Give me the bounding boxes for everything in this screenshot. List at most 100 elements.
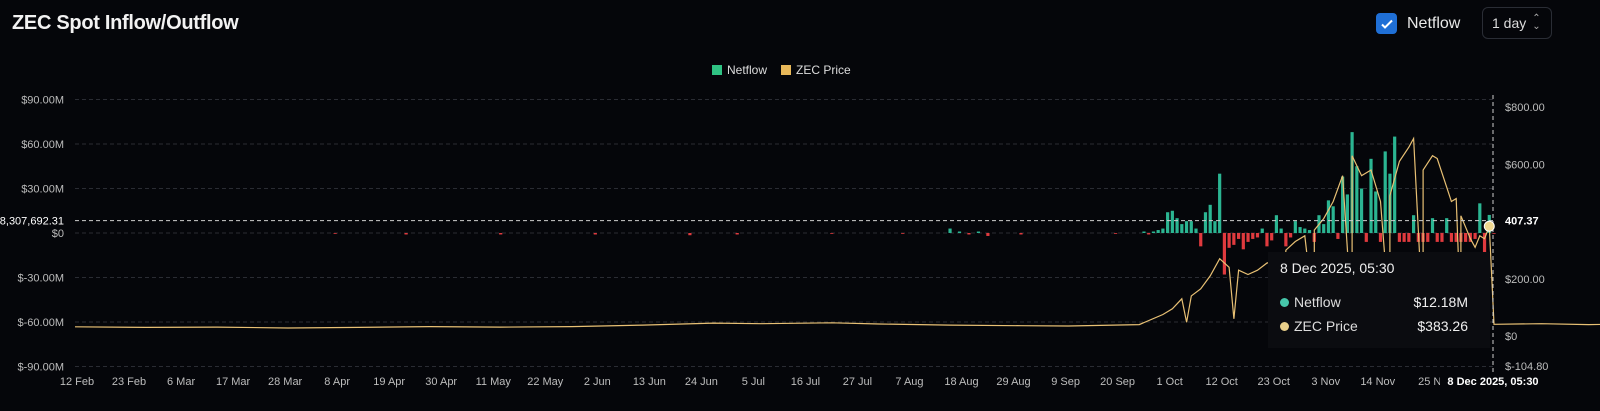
crosshair-right-label-bg bbox=[1498, 212, 1558, 229]
netflow-bar bbox=[1407, 233, 1411, 242]
x-axis-tick: 2 Jun bbox=[584, 376, 611, 388]
netflow-bar bbox=[1464, 233, 1468, 242]
netflow-bar bbox=[1341, 176, 1345, 233]
netflow-bar bbox=[1454, 233, 1458, 242]
x-axis-tick: 6 Mar bbox=[167, 376, 195, 388]
netflow-bar bbox=[1161, 228, 1165, 233]
tooltip-value: $383.26 bbox=[1417, 318, 1468, 334]
netflow-dot-icon bbox=[1280, 298, 1289, 307]
legend-swatch bbox=[781, 65, 792, 75]
netflow-bar bbox=[333, 233, 337, 234]
netflow-bar bbox=[1194, 228, 1198, 233]
netflow-bar bbox=[1473, 233, 1477, 239]
netflow-bar bbox=[1270, 233, 1274, 241]
netflow-bar bbox=[1355, 166, 1359, 233]
left-axis-tick: $-60.00M bbox=[18, 317, 64, 329]
interval-value: 1 day bbox=[1492, 15, 1527, 31]
netflow-bar bbox=[1445, 218, 1449, 233]
netflow-bar bbox=[1374, 191, 1378, 233]
netflow-bar bbox=[1208, 204, 1212, 233]
netflow-bar bbox=[1222, 233, 1226, 275]
left-axis-tick: $60.00M bbox=[21, 139, 64, 151]
netflow-bar bbox=[1284, 233, 1288, 247]
right-axis-tick: $800.00 bbox=[1505, 102, 1545, 114]
x-axis-tick: 23 Feb bbox=[112, 376, 146, 388]
price-hover-dot bbox=[1483, 220, 1495, 232]
netflow-bar bbox=[948, 228, 952, 233]
x-axis-tick: 27 Jul bbox=[843, 376, 872, 388]
netflow-bar bbox=[1326, 200, 1331, 233]
netflow-bar bbox=[1166, 212, 1170, 233]
netflow-bar bbox=[1402, 233, 1406, 242]
left-axis-tick: $-90.00M bbox=[18, 362, 64, 374]
x-axis-tick: 5 Jul bbox=[742, 376, 765, 388]
netflow-checkbox-label[interactable]: Netflow bbox=[1407, 15, 1461, 32]
x-axis-tick: 24 Jun bbox=[685, 376, 718, 388]
netflow-bar bbox=[1189, 221, 1193, 233]
right-axis-tick: $0 bbox=[1505, 331, 1517, 343]
page-title: ZEC Spot Inflow/Outflow bbox=[12, 12, 239, 34]
netflow-checkbox[interactable] bbox=[1376, 13, 1397, 34]
x-axis-tick: 12 Oct bbox=[1205, 376, 1237, 388]
netflow-bar bbox=[1298, 227, 1302, 233]
netflow-bar bbox=[1293, 221, 1297, 233]
x-axis-tick: 30 Apr bbox=[425, 376, 457, 388]
netflow-bar bbox=[1307, 230, 1312, 233]
legend-item-price[interactable]: ZEC Price bbox=[781, 63, 851, 77]
x-axis-tick: 17 Mar bbox=[216, 376, 251, 388]
interval-select[interactable]: 1 day ⌃ ⌄ bbox=[1482, 7, 1552, 39]
netflow-bar bbox=[1336, 233, 1340, 239]
netflow-bar bbox=[1359, 188, 1364, 233]
netflow-bar bbox=[1435, 233, 1439, 242]
netflow-bar bbox=[499, 233, 503, 235]
x-axis-tick: 22 May bbox=[527, 376, 564, 388]
tooltip: 8 Dec 2025, 05:30 Netflow $12.18M ZEC Pri… bbox=[1268, 252, 1490, 348]
netflow-bar bbox=[1142, 231, 1146, 233]
x-axis-tick: 12 Feb bbox=[60, 376, 94, 388]
left-axis-tick: $-30.00M bbox=[18, 273, 64, 285]
x-axis-tick: 19 Apr bbox=[373, 376, 405, 388]
crosshair-left-label-bg bbox=[0, 212, 70, 229]
netflow-bar bbox=[1303, 228, 1307, 233]
netflow-bar bbox=[1430, 218, 1435, 233]
netflow-bar bbox=[1151, 231, 1156, 233]
price-line bbox=[74, 136, 1600, 329]
netflow-bar bbox=[1147, 233, 1151, 235]
tooltip-label: ZEC Price bbox=[1294, 318, 1358, 334]
netflow-bar bbox=[1180, 224, 1184, 233]
crosshair-x-label: 8 Dec 2025, 05:30 bbox=[1447, 376, 1538, 388]
left-axis-tick: $0 bbox=[52, 228, 64, 240]
right-axis-tick: $-104.80 bbox=[1505, 361, 1548, 373]
x-axis-tick: 7 Aug bbox=[895, 376, 923, 388]
crosshair-x-label-bg bbox=[1440, 374, 1550, 390]
legend-label: ZEC Price bbox=[796, 63, 851, 77]
x-axis-tick: 9 Sep bbox=[1051, 376, 1080, 388]
netflow-bar bbox=[1241, 233, 1245, 250]
netflow-bar bbox=[1478, 203, 1482, 233]
netflow-bar bbox=[1199, 233, 1203, 247]
legend-label: Netflow bbox=[727, 63, 768, 77]
netflow-bar bbox=[1279, 228, 1283, 233]
netflow-bar bbox=[1411, 215, 1416, 233]
netflow-bar bbox=[1203, 212, 1208, 233]
price-dot-icon bbox=[1280, 322, 1289, 331]
netflow-bar bbox=[967, 233, 971, 235]
netflow-bar bbox=[1218, 173, 1222, 233]
netflow-bar bbox=[1251, 233, 1255, 239]
netflow-bar bbox=[404, 233, 408, 235]
netflow-bar bbox=[1213, 221, 1217, 233]
legend-item-netflow[interactable]: Netflow bbox=[712, 63, 767, 77]
netflow-bar bbox=[1265, 233, 1269, 247]
netflow-bar bbox=[1449, 233, 1454, 242]
tooltip-row-price: ZEC Price $383.26 bbox=[1280, 318, 1480, 334]
right-axis-tick: $200.00 bbox=[1505, 274, 1545, 286]
netflow-bar bbox=[1364, 233, 1368, 242]
netflow-bar bbox=[986, 233, 990, 236]
netflow-bar bbox=[1289, 233, 1293, 238]
tooltip-date: 8 Dec 2025, 05:30 bbox=[1280, 260, 1395, 276]
x-axis-tick: 11 May bbox=[476, 376, 512, 388]
netflow-bar bbox=[1232, 233, 1236, 245]
netflow-bar bbox=[830, 233, 834, 234]
tooltip-label: Netflow bbox=[1294, 294, 1341, 310]
